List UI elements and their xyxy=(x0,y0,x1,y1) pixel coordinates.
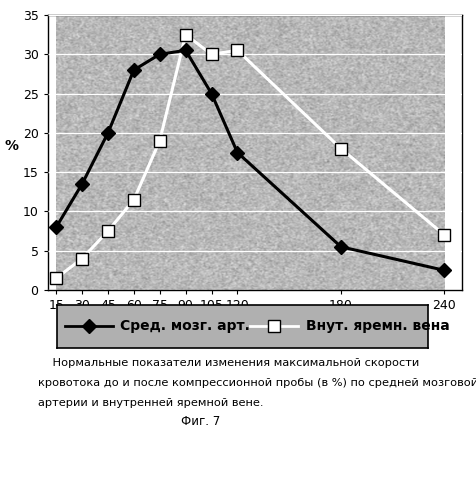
Y-axis label: %: % xyxy=(5,138,19,152)
Text: Нормальные показатели изменения максимальной скорости: Нормальные показатели изменения максимал… xyxy=(38,358,419,368)
X-axis label: Секунды: Секунды xyxy=(219,318,290,332)
Text: Внут. яремн. вена: Внут. яремн. вена xyxy=(306,320,450,333)
Text: Сред. мозг. арт.: Сред. мозг. арт. xyxy=(120,320,250,333)
Text: Фиг. 7: Фиг. 7 xyxy=(181,415,220,428)
Text: кровотока до и после компрессионной пробы (в %) по средней мозговой: кровотока до и после компрессионной проб… xyxy=(38,378,476,388)
Text: артерии и внутренней яремной вене.: артерии и внутренней яремной вене. xyxy=(38,398,264,407)
